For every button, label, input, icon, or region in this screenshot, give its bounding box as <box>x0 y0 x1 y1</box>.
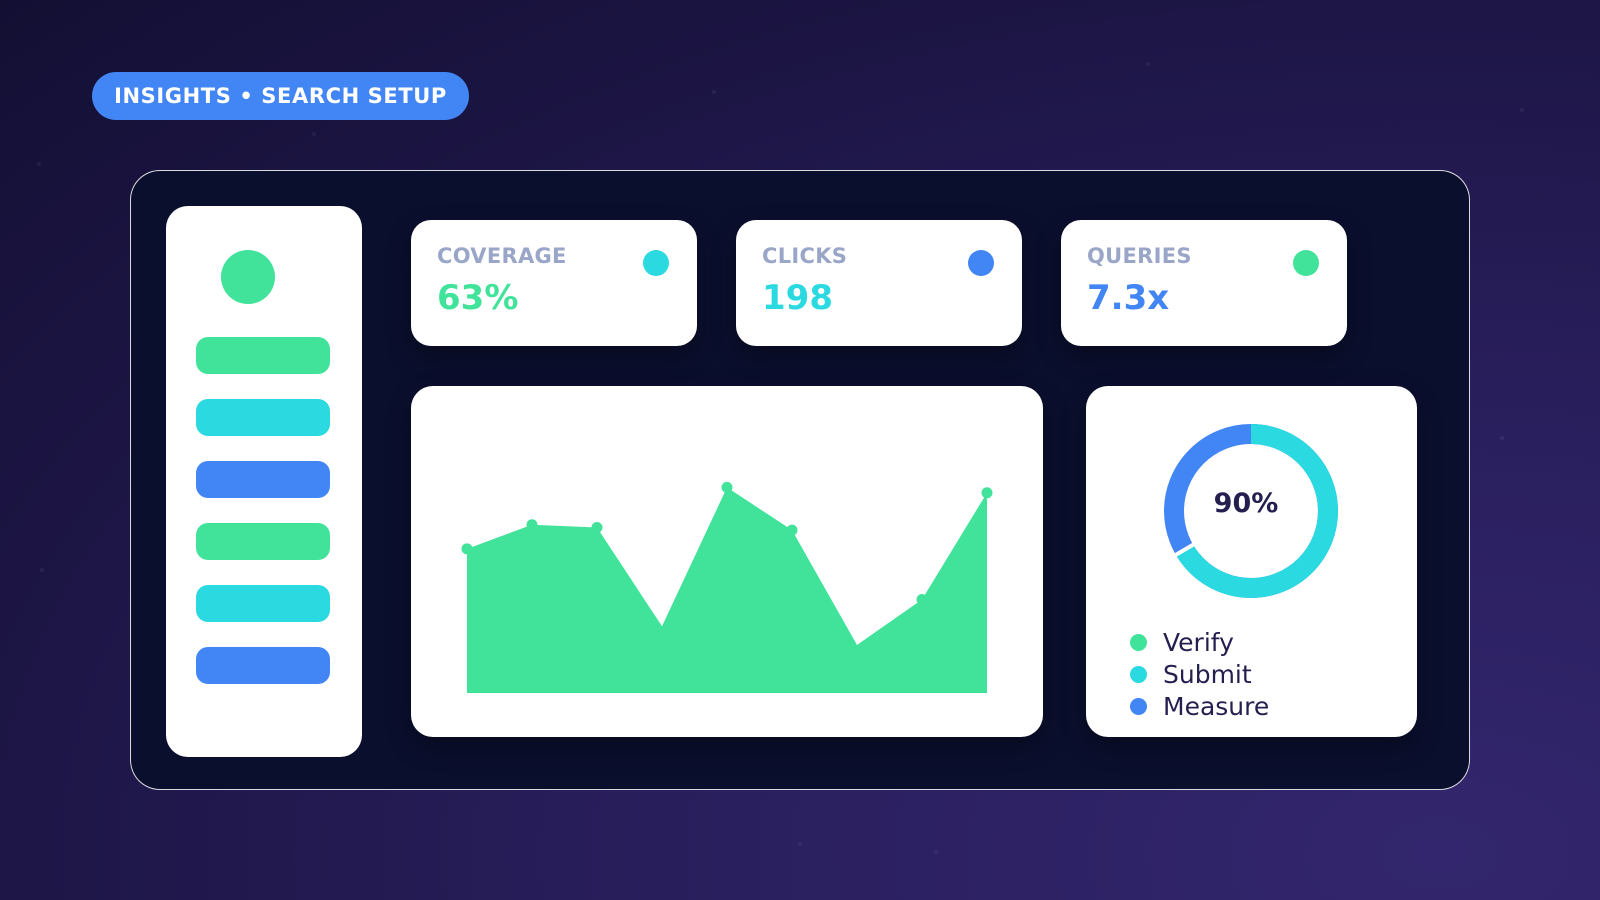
stat-value: 63% <box>437 278 519 318</box>
legend-label: Measure <box>1163 691 1270 721</box>
stat-label: CLICKS <box>762 244 848 268</box>
background-speck <box>37 162 41 166</box>
donut-progress-arc <box>1164 424 1338 598</box>
legend-dot-icon <box>1130 697 1147 715</box>
background-speck <box>312 132 316 136</box>
donut-gap <box>1166 537 1203 562</box>
breadcrumb-pill[interactable]: INSIGHTS • SEARCH SETUP <box>92 72 469 120</box>
stat-label: QUERIES <box>1087 244 1192 268</box>
data-point <box>591 521 603 533</box>
donut-chart <box>1164 424 1338 598</box>
legend-dot-icon <box>1130 665 1147 683</box>
breadcrumb: INSIGHTS • SEARCH SETUP <box>114 84 447 108</box>
legend-item-measure: Measure <box>1130 690 1269 722</box>
background-speck <box>1500 436 1504 440</box>
status-dot-icon <box>1293 250 1319 276</box>
stat-value: 7.3x <box>1087 278 1170 318</box>
data-point <box>526 519 538 531</box>
data-point <box>981 487 993 499</box>
data-point <box>721 481 733 493</box>
sidebar-item-3[interactable] <box>196 461 330 498</box>
sidebar-item-4[interactable] <box>196 523 330 560</box>
area-series <box>467 487 987 693</box>
dashboard-frame: COVERAGE 63% CLICKS 198 QUERIES 7.3x 90%… <box>130 170 1470 790</box>
area-chart-card <box>411 386 1043 737</box>
background-speck <box>712 90 716 94</box>
background-speck <box>1146 62 1150 66</box>
status-dot-icon <box>643 250 669 276</box>
sidebar <box>166 206 362 757</box>
stat-value: 198 <box>762 278 833 318</box>
data-point <box>461 543 473 555</box>
data-point <box>916 594 928 606</box>
stat-card-clicks[interactable]: CLICKS 198 <box>736 220 1022 346</box>
stat-label: COVERAGE <box>437 244 567 268</box>
background-speck <box>934 850 938 854</box>
avatar[interactable] <box>221 250 275 304</box>
stat-card-queries[interactable]: QUERIES 7.3x <box>1061 220 1347 346</box>
donut-center-label: 90% <box>1213 488 1279 519</box>
legend-item-verify: Verify <box>1130 626 1269 658</box>
donut-chart-card: 90% Verify Submit Measure <box>1086 386 1417 737</box>
background-speck <box>40 568 44 572</box>
status-dot-icon <box>968 250 994 276</box>
sidebar-item-2[interactable] <box>196 399 330 436</box>
legend-item-submit: Submit <box>1130 658 1269 690</box>
area-chart <box>461 481 993 693</box>
sidebar-item-1[interactable] <box>196 337 330 374</box>
legend-label: Submit <box>1163 659 1252 689</box>
background-speck <box>798 842 802 846</box>
background-speck <box>1520 108 1524 112</box>
sidebar-item-6[interactable] <box>196 647 330 684</box>
legend-label: Verify <box>1163 627 1234 657</box>
stat-card-coverage[interactable]: COVERAGE 63% <box>411 220 697 346</box>
sidebar-item-5[interactable] <box>196 585 330 622</box>
donut-legend: Verify Submit Measure <box>1130 626 1269 722</box>
data-point <box>786 524 798 536</box>
legend-dot-icon <box>1130 633 1147 651</box>
